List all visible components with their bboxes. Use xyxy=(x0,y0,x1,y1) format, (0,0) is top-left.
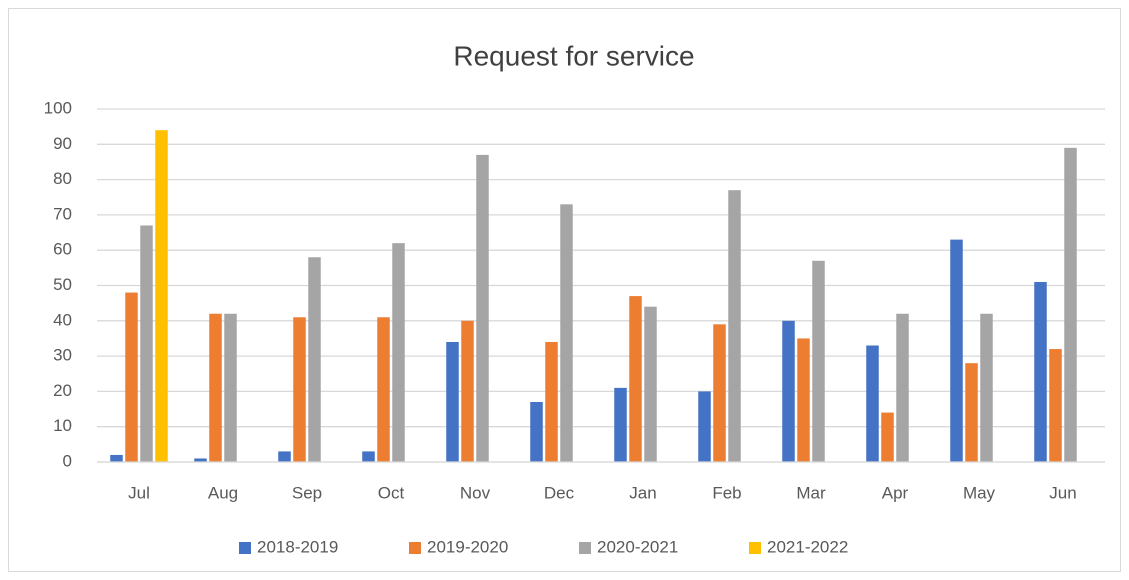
bar xyxy=(614,387,627,462)
bar xyxy=(377,317,390,462)
y-tick-label: 40 xyxy=(53,310,72,329)
bar xyxy=(293,317,306,462)
legend-swatch xyxy=(409,542,421,554)
x-tick-label: Aug xyxy=(208,483,238,502)
x-tick-label: Feb xyxy=(712,483,741,502)
bar xyxy=(545,341,558,462)
bar xyxy=(728,190,741,462)
legend-swatch xyxy=(749,542,761,554)
bar xyxy=(209,313,222,462)
x-tick-label: Sep xyxy=(292,483,322,502)
y-tick-label: 80 xyxy=(53,169,72,188)
bar xyxy=(224,313,237,462)
bar xyxy=(125,292,138,462)
bar xyxy=(866,345,879,462)
bar xyxy=(896,313,909,462)
bar xyxy=(812,260,825,462)
legend-swatch xyxy=(579,542,591,554)
y-tick-label: 0 xyxy=(63,451,72,470)
x-tick-label: Mar xyxy=(796,483,826,502)
legend-label: 2019-2020 xyxy=(427,537,508,556)
y-tick-label: 30 xyxy=(53,346,72,365)
bar xyxy=(698,391,711,462)
bar xyxy=(140,225,153,462)
legend-label: 2020-2021 xyxy=(597,537,678,556)
bar xyxy=(392,243,405,462)
bar xyxy=(881,412,894,462)
x-tick-label: Jun xyxy=(1049,483,1076,502)
legend-label: 2018-2019 xyxy=(257,537,338,556)
x-tick-label: Dec xyxy=(544,483,575,502)
y-tick-label: 10 xyxy=(53,416,72,435)
x-tick-label: May xyxy=(963,483,996,502)
bar xyxy=(1064,147,1077,462)
y-tick-label: 90 xyxy=(53,134,72,153)
y-tick-label: 60 xyxy=(53,240,72,259)
bar xyxy=(446,341,459,462)
bar xyxy=(1049,349,1062,462)
y-tick-label: 50 xyxy=(53,275,72,294)
bar xyxy=(713,324,726,462)
bar xyxy=(980,313,993,462)
bar xyxy=(155,130,168,462)
bar xyxy=(278,451,291,462)
chart-title: Request for service xyxy=(453,40,694,71)
bar xyxy=(965,363,978,462)
bar xyxy=(362,451,375,462)
bar xyxy=(560,204,573,462)
bar xyxy=(476,154,489,462)
bar xyxy=(797,338,810,462)
bar xyxy=(782,320,795,462)
y-tick-label: 70 xyxy=(53,204,72,223)
y-tick-label: 20 xyxy=(53,381,72,400)
y-tick-label: 100 xyxy=(44,98,72,117)
x-tick-label: Jan xyxy=(629,483,656,502)
bar xyxy=(644,306,657,462)
x-tick-label: Apr xyxy=(882,483,909,502)
bar xyxy=(1034,281,1047,462)
bar xyxy=(308,257,321,462)
bar xyxy=(629,296,642,462)
bar xyxy=(461,320,474,462)
legend-swatch xyxy=(239,542,251,554)
bar xyxy=(950,239,963,462)
bar xyxy=(194,458,207,462)
legend-label: 2021-2022 xyxy=(767,537,848,556)
bar xyxy=(110,454,123,462)
x-tick-label: Nov xyxy=(460,483,491,502)
x-tick-label: Jul xyxy=(128,483,150,502)
x-tick-label: Oct xyxy=(378,483,405,502)
bar xyxy=(530,401,543,462)
